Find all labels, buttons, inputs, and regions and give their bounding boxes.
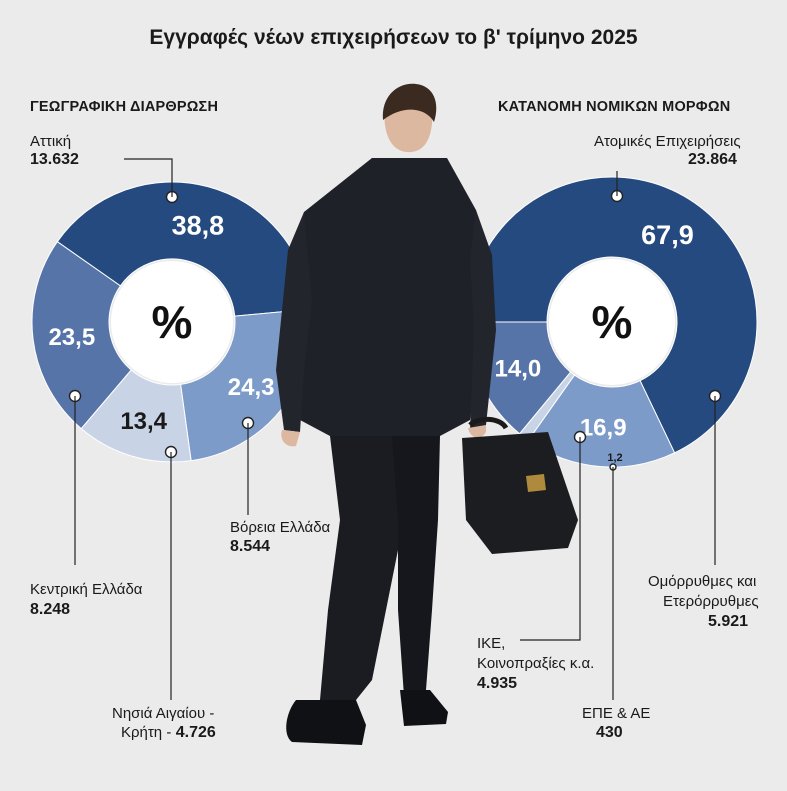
sole-label: Ατομικές Επιχειρήσεις [594,133,741,150]
legal-slice-sole [466,176,758,454]
geo-donut: 38,8 24,3 13,4 23,5% [31,181,313,463]
businessman-illustration [276,83,578,745]
central-value: 8.248 [30,601,71,618]
donut-center-label: % [152,296,193,348]
sole-value: 23.864 [688,151,737,168]
donut-center [111,261,233,383]
attica-label: Αττική [30,133,72,150]
legal-donut: 67,9 16,9 1,2 14,0% [466,176,758,471]
legal-section-title: ΚΑΤΑΝΟΜΗ ΝΟΜΙΚΩΝ ΜΟΡΦΩΝ [498,99,731,115]
islands-value: 4.726 [175,724,216,741]
partner-label-line1: Ομόρρυθμες και [648,573,757,590]
legal-slice-partner-percent: 16,9 [580,415,627,442]
geo-slice-central-percent: 23,5 [48,324,95,351]
partner-value: 5.921 [708,613,749,630]
donut-center-label: % [592,296,633,348]
geo-slice-north-percent: 24,3 [228,374,275,401]
partner-label-line2: Ετερόρρυθμες [663,593,759,610]
callout-lines [74,158,716,700]
attica-leader [124,158,173,197]
north-label: Βόρεια Ελλάδα [230,519,331,536]
geo-slice-central [31,241,132,430]
attica-value: 13.632 [30,151,79,168]
islands-label-line2: Κρήτη - 4.726 [121,723,216,743]
epe-value: 430 [596,724,623,741]
legal-slice-epe-percent: 1,2 [607,452,622,464]
ike-label-line2: Κοινοπραξίες κ.α. [477,655,595,672]
central-label: Κεντρική Ελλάδα [30,581,143,598]
north-value: 8.544 [230,538,271,555]
ike-leader [520,437,581,641]
geo-slice-attica-percent: 38,8 [172,210,225,240]
legal-slice-sole-percent: 67,9 [641,220,694,250]
islands-label-line1: Νησιά Αιγαίου - [112,705,215,722]
ike-value: 4.935 [477,675,518,692]
infographic-title: Εγγραφές νέων επιχειρήσεων το β' τρίμηνο… [149,26,638,49]
geo-slice-islands-percent: 13,4 [120,408,167,435]
geo-section-title: ΓΕΩΓΡΑΦΙΚΗ ΔΙΑΡΘΡΩΣΗ [30,99,219,115]
epe-label: ΕΠΕ & ΑΕ [582,705,651,722]
legal-slice-ike-percent: 14,0 [495,355,542,382]
ike-label-line1: ΙΚΕ, [477,635,506,652]
donut-center [549,259,675,385]
islands-label-region: Κρήτη - [121,724,172,741]
